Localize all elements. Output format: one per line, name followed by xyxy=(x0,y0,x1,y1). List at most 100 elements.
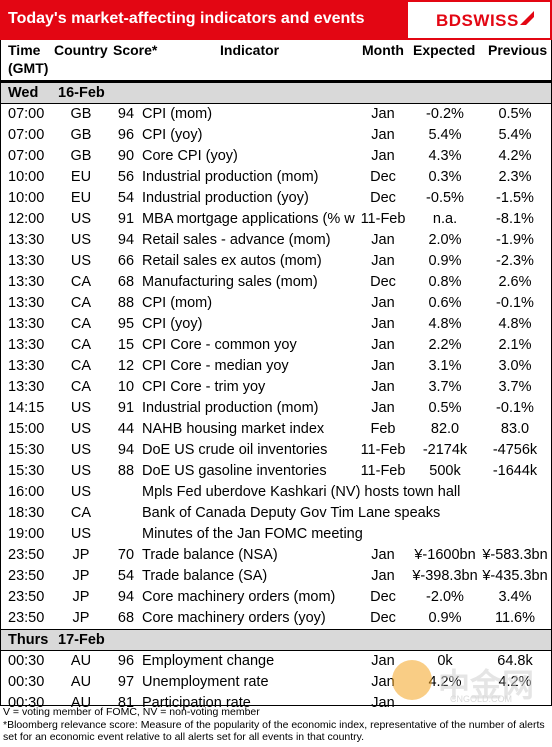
cell-month: Jan xyxy=(371,653,395,669)
table-row: 18:30 CA Bank of Canada Deputy Gov Tim Lan… xyxy=(0,503,552,524)
cell-previous: 0.5% xyxy=(498,106,532,122)
cell-time: 10:00 xyxy=(8,190,45,206)
col-previous: Previous xyxy=(488,42,548,58)
cell-previous: 5.4% xyxy=(498,127,532,143)
cell-expected: ¥-1600bn xyxy=(414,547,476,563)
cell-expected: -2.0% xyxy=(426,589,464,605)
cell-time: 13:30 xyxy=(8,295,45,311)
cell-time: 15:00 xyxy=(8,421,45,437)
cell-indicator: Manufacturing sales (mom) xyxy=(142,274,318,290)
cell-score: 96 xyxy=(117,127,135,143)
cell-expected: 500k xyxy=(429,463,461,479)
cell-score: 15 xyxy=(117,337,135,353)
cell-country: GB xyxy=(70,106,92,122)
cell-previous: ¥-435.3bn xyxy=(482,568,548,584)
table-row: 10:00 EU 54 Industrial production (yoy) Dec -… xyxy=(0,188,552,209)
cell-event: Minutes of the Jan FOMC meeting xyxy=(142,526,363,542)
cell-month: Dec xyxy=(370,190,396,206)
cell-month: Jan xyxy=(371,547,395,563)
cell-country: US xyxy=(70,232,92,248)
table-row: 23:50 JP 94 Core machinery orders (mom) Dec -… xyxy=(0,587,552,608)
cell-event: Mpls Fed uberdove Kashkari (NV) hosts to… xyxy=(142,484,461,500)
table-row: 07:00 GB 94 CPI (mom) Jan -0.2% 0.5% xyxy=(0,104,552,125)
table-left-border xyxy=(0,40,1,705)
page-title: Today's market-affecting indicators and … xyxy=(8,10,365,27)
cell-country: CA xyxy=(70,274,92,290)
col-time: Time (GMT) xyxy=(8,42,49,76)
logo-text: BDSWISS xyxy=(436,11,519,30)
col-expected: Expected xyxy=(413,42,476,58)
cell-indicator: Industrial production (mom) xyxy=(142,169,319,185)
table-row: 15:30 US 88 DoE US gasoline inventories 11-F… xyxy=(0,461,552,482)
cell-previous: -1644k xyxy=(492,463,538,479)
table-row: 10:00 EU 56 Industrial production (mom) Dec 0… xyxy=(0,167,552,188)
cell-country: EU xyxy=(70,169,92,185)
cell-country: US xyxy=(70,400,92,416)
cell-previous: 2.6% xyxy=(498,274,532,290)
cell-indicator: DoE US crude oil inventories xyxy=(142,442,328,458)
table-row: 23:50 JP 70 Trade balance (NSA) Jan ¥-1600bn ¥… xyxy=(0,545,552,566)
cell-indicator: Employment change xyxy=(142,653,275,669)
table-row: 13:30 CA 88 CPI (mom) Jan 0.6% -0.1% xyxy=(0,293,552,314)
cell-month: Jan xyxy=(371,232,395,248)
col-score: Score* xyxy=(113,42,158,58)
brand-logo: BDSWISS xyxy=(408,2,550,38)
cell-previous: 3.0% xyxy=(498,358,532,374)
day-header: Wed 16-Feb xyxy=(0,82,552,104)
cell-indicator: CPI (yoy) xyxy=(142,127,203,143)
cell-indicator: Industrial production (yoy) xyxy=(142,190,309,206)
cell-score: 54 xyxy=(117,568,135,584)
cell-time: 19:00 xyxy=(8,526,45,542)
cell-indicator: Unemployment rate xyxy=(142,674,269,690)
cell-expected: 2.0% xyxy=(428,232,462,248)
cell-previous: 2.3% xyxy=(498,169,532,185)
cell-score: 97 xyxy=(117,674,135,690)
footnote-voting: V = voting member of FOMC, NV = non-voti… xyxy=(3,706,260,718)
cell-score: 94 xyxy=(117,106,135,122)
cell-expected: 4.3% xyxy=(428,148,462,164)
cell-indicator: NAHB housing market index xyxy=(142,421,325,437)
table-row: 00:30 AU 81 Participation rate Jan xyxy=(0,693,552,714)
cell-previous: -0.1% xyxy=(496,295,534,311)
table-row: 19:00 US Minutes of the Jan FOMC meeting xyxy=(0,524,552,545)
footer-divider xyxy=(0,705,552,706)
day-date: 17-Feb xyxy=(58,632,105,648)
cell-event: Bank of Canada Deputy Gov Tim Lane speak… xyxy=(142,505,441,521)
cell-time: 15:30 xyxy=(8,463,45,479)
cell-score: 68 xyxy=(117,610,135,626)
cell-indicator: DoE US gasoline inventories xyxy=(142,463,327,479)
cell-score: 56 xyxy=(117,169,135,185)
table-body: Wed 16-Feb 07:00 GB 94 CPI (mom) Jan -0.2% 0.5% 0… xyxy=(0,82,552,714)
day-label: Wed xyxy=(8,85,39,101)
watermark-text: 中金网 xyxy=(438,667,535,703)
cell-score: 95 xyxy=(117,316,135,332)
cell-country: AU xyxy=(70,695,92,711)
cell-time: 18:30 xyxy=(8,505,45,521)
cell-expected: -0.2% xyxy=(426,106,464,122)
cell-country: JP xyxy=(72,568,90,584)
cell-month: Jan xyxy=(371,127,395,143)
cell-country: GB xyxy=(70,148,92,164)
cell-indicator: Retail sales ex autos (mom) xyxy=(142,253,322,269)
swiss-arrow-icon xyxy=(520,11,534,25)
col-month: Month xyxy=(362,42,404,58)
cell-month: Jan xyxy=(371,400,395,416)
cell-month: Jan xyxy=(371,568,395,584)
cell-country: US xyxy=(70,421,92,437)
cell-score: 44 xyxy=(117,421,135,437)
cell-expected: 0.6% xyxy=(428,295,462,311)
cell-indicator: Participation rate xyxy=(142,695,251,711)
footnote-score: *Bloomberg relevance score: Measure of t… xyxy=(3,718,545,744)
table-row: 13:30 US 94 Retail sales - advance (mom) Jan… xyxy=(0,230,552,251)
cell-month: Jan xyxy=(371,695,395,711)
watermark-logo-icon xyxy=(392,660,432,700)
table-row: 14:15 US 91 Industrial production (mom) Jan 0… xyxy=(0,398,552,419)
table-row: 16:00 US Mpls Fed uberdove Kashkari (NV) h… xyxy=(0,482,552,503)
cell-country: JP xyxy=(72,589,90,605)
cell-score: 96 xyxy=(117,653,135,669)
cell-country: JP xyxy=(72,547,90,563)
cell-previous: 83.0 xyxy=(500,421,530,437)
cell-country: US xyxy=(70,484,92,500)
footnotes: V = voting member of FOMC, NV = non-voti… xyxy=(3,706,548,744)
cell-score: 10 xyxy=(117,379,135,395)
